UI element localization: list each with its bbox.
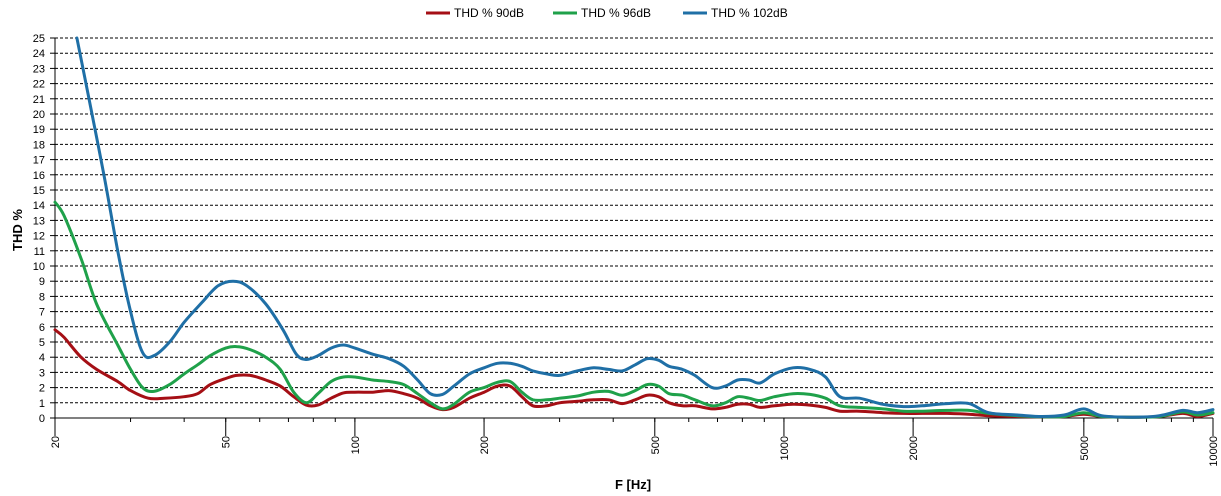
series-line-1 <box>53 328 1215 419</box>
x-tick-label: 500 <box>650 436 662 454</box>
y-tick-label: 10 <box>33 261 45 273</box>
y-tick-label: 13 <box>33 215 45 227</box>
y-grid <box>55 37 1213 404</box>
y-tick-label: 18 <box>33 139 45 151</box>
y-tick-label: 14 <box>33 200 45 212</box>
y-tick-label: 20 <box>33 109 45 121</box>
series-line-3 <box>75 36 1215 419</box>
y-tick-label: 22 <box>33 79 45 91</box>
x-tick-label: 2000 <box>908 436 920 460</box>
y-tick-label: 21 <box>33 94 45 106</box>
y-tick-label: 15 <box>33 185 45 197</box>
y-axis-title: THD % <box>10 209 25 251</box>
x-tick-label: 1000 <box>779 436 791 460</box>
x-tick-label: 100 <box>350 436 362 454</box>
series-line-2 <box>53 200 1215 419</box>
y-tick-label: 5 <box>39 337 45 349</box>
y-tick-label: 16 <box>33 170 45 182</box>
x-tick-label: 50 <box>221 436 233 448</box>
y-tick-label: 1 <box>39 398 45 410</box>
legend-label: THD % 96dB <box>581 6 651 20</box>
legend-label: THD % 102dB <box>711 6 788 20</box>
legend-label: THD % 90dB <box>454 6 524 20</box>
y-tick-label: 25 <box>33 33 45 45</box>
x-tick-label: 10000 <box>1208 436 1220 467</box>
y-tick-label: 23 <box>33 63 45 75</box>
series-lines <box>53 36 1215 419</box>
x-tick-label: 20 <box>50 436 62 448</box>
y-tick-label: 19 <box>33 124 45 136</box>
x-tick-label: 5000 <box>1079 436 1091 460</box>
x-axis-title: F [Hz] <box>615 477 651 492</box>
chart-axes: 0123456789101112131415161718192021222324… <box>33 33 1220 467</box>
y-tick-label: 4 <box>39 352 45 364</box>
y-tick-label: 17 <box>33 155 45 167</box>
y-tick-label: 8 <box>39 291 45 303</box>
y-tick-label: 12 <box>33 231 45 243</box>
y-tick-label: 6 <box>39 322 45 334</box>
y-tick-label: 11 <box>34 246 45 258</box>
chart-legend: THD % 90dB THD % 96dB THD % 102dB <box>426 6 788 20</box>
y-tick-label: 2 <box>39 383 45 395</box>
y-tick-label: 24 <box>33 48 45 60</box>
x-tick-label: 200 <box>479 436 491 454</box>
y-tick-label: 7 <box>39 307 45 319</box>
y-tick-label: 3 <box>39 367 45 379</box>
y-tick-label: 9 <box>39 276 45 288</box>
y-tick-label: 0 <box>39 413 45 425</box>
